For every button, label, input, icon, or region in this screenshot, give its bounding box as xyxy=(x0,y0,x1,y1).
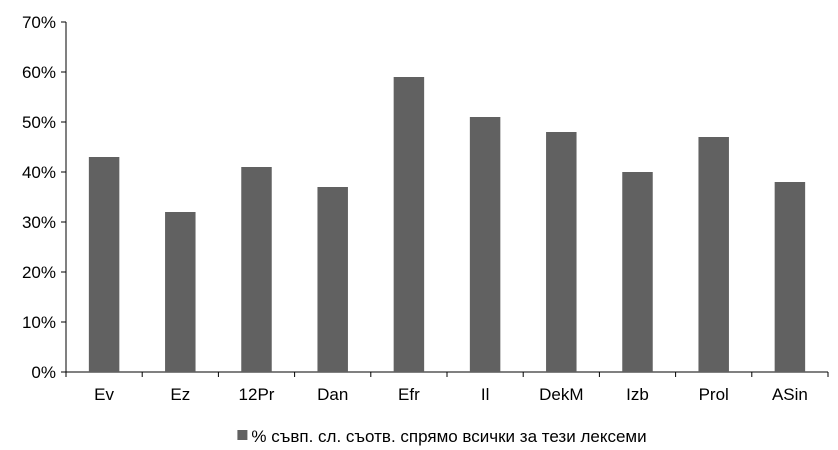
bar-Ez xyxy=(165,212,196,372)
legend-label: % съвп. сл. съотв. спрямо всички за тези… xyxy=(251,427,646,446)
y-tick-label: 10% xyxy=(22,313,56,332)
bar-Dan xyxy=(317,187,348,372)
x-tick-label: Ez xyxy=(170,385,190,404)
legend-swatch xyxy=(237,430,248,440)
bar-Prol xyxy=(698,137,729,372)
x-tick-label: Prol xyxy=(699,385,729,404)
legend: % съвп. сл. съотв. спрямо всички за тези… xyxy=(237,427,647,446)
bar-12Pr xyxy=(241,167,272,372)
y-tick-label: 0% xyxy=(31,363,56,382)
bars xyxy=(88,77,806,372)
bar-ASin xyxy=(774,182,806,372)
bar-Izb xyxy=(622,172,653,372)
y-axis: 0% 10% 20% 30% 40% 50% 60% 70% xyxy=(22,13,67,382)
y-tick-label: 70% xyxy=(22,13,56,32)
x-tick-label: Ev xyxy=(94,385,114,404)
y-tick-label: 20% xyxy=(22,263,56,282)
y-tick-label: 40% xyxy=(22,163,56,182)
x-tick-label: Dan xyxy=(317,385,348,404)
bar-Il xyxy=(469,117,501,372)
x-tick-label: Il xyxy=(481,385,490,404)
x-tick-label: ASin xyxy=(772,385,808,404)
y-tick-label: 30% xyxy=(22,213,56,232)
x-tick-label: DekM xyxy=(539,385,583,404)
bar-Ev xyxy=(88,157,120,372)
y-tick-label: 60% xyxy=(22,63,56,82)
bar-DekM xyxy=(546,132,577,372)
x-tick-label: Izb xyxy=(626,385,649,404)
x-tick-label: Efr xyxy=(398,385,420,404)
x-axis: Ev Ez 12Pr Dan Efr Il DekM Izb Prol ASin xyxy=(65,371,829,404)
bar-Efr xyxy=(393,77,425,372)
y-tick-label: 50% xyxy=(22,113,56,132)
x-tick-label: 12Pr xyxy=(239,385,275,404)
